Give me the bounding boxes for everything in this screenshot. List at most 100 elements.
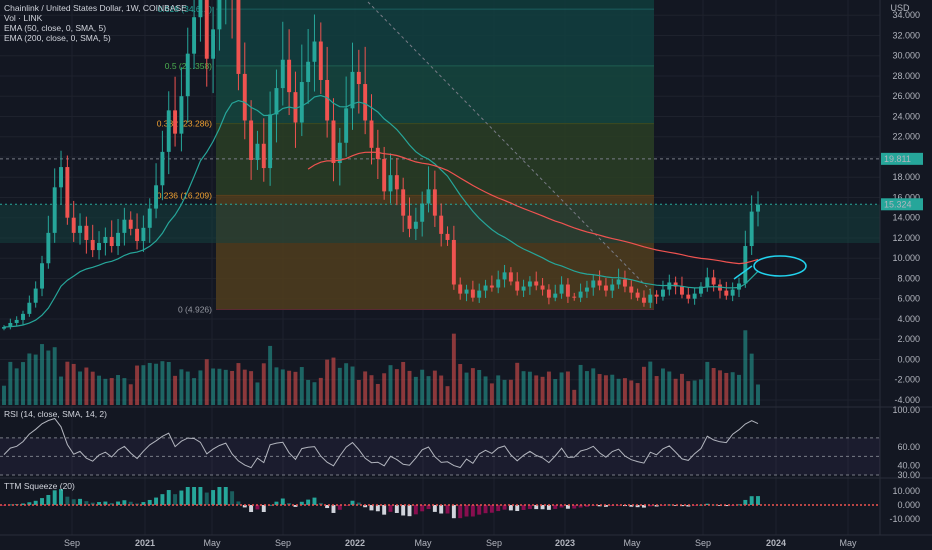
volume-bar xyxy=(432,370,437,405)
volume-bar xyxy=(21,362,25,405)
candle xyxy=(312,14,317,92)
candle-body xyxy=(553,293,558,298)
ttm-bar xyxy=(432,505,437,512)
candle-body xyxy=(610,284,615,291)
candle-body xyxy=(743,246,748,284)
ttm-bar xyxy=(160,494,165,505)
candle xyxy=(166,91,171,175)
ttm-bar xyxy=(249,505,254,513)
volume-bar xyxy=(407,370,412,405)
ttm-bar xyxy=(223,487,228,505)
volume-bar xyxy=(743,330,748,405)
price-tick: 12.000 xyxy=(892,233,920,243)
volume-bar xyxy=(641,366,646,405)
candle xyxy=(337,127,342,186)
price-tick: 18.000 xyxy=(892,172,920,182)
ttm-tick: -10.000 xyxy=(889,514,920,524)
candle xyxy=(426,166,431,213)
candle xyxy=(122,207,127,246)
price-tick: 26.000 xyxy=(892,91,920,101)
ttm-bar xyxy=(274,501,279,505)
candle xyxy=(616,268,621,289)
ema200-legend[interactable]: EMA (200, close, 0, SMA, 5) xyxy=(4,33,111,43)
ttm-bar xyxy=(527,505,532,509)
candle-body xyxy=(116,232,121,247)
volume-bar xyxy=(673,378,678,405)
ttm-bar xyxy=(154,497,159,505)
candle-body xyxy=(71,217,76,233)
ttm-bar xyxy=(496,505,501,512)
volume-bar xyxy=(603,375,608,405)
ttm-bar xyxy=(122,500,127,505)
volume-bar xyxy=(413,376,418,405)
candle xyxy=(464,284,469,302)
volume-bar xyxy=(496,375,501,405)
symbol-title[interactable]: Chainlink / United States Dollar, 1W, CO… xyxy=(4,3,187,13)
volume-legend[interactable]: Vol · LINK xyxy=(4,13,43,23)
ttm-bar xyxy=(648,505,653,507)
volume-bar xyxy=(426,376,431,405)
candle-body xyxy=(483,285,488,291)
volume-bar xyxy=(705,361,710,405)
candle-body xyxy=(14,319,19,323)
candle-body xyxy=(641,297,646,303)
candle xyxy=(109,220,114,253)
candle-body xyxy=(439,215,444,234)
candle xyxy=(185,27,190,123)
candle xyxy=(597,270,602,291)
candle xyxy=(65,155,70,225)
volume-bar xyxy=(280,369,285,405)
candle-body xyxy=(756,204,760,212)
candle-body xyxy=(312,41,317,62)
volume-bar xyxy=(737,374,741,405)
volume-bar xyxy=(14,368,19,405)
candle-body xyxy=(52,187,57,233)
ttm-bar xyxy=(325,505,330,509)
ttm-bar xyxy=(27,502,32,505)
candle xyxy=(654,290,659,304)
candle xyxy=(242,42,247,140)
ttm-bar xyxy=(451,505,456,519)
candle-body xyxy=(65,167,70,218)
candle xyxy=(705,267,710,292)
volume-bar xyxy=(572,389,577,405)
candle xyxy=(521,279,526,297)
ttm-bar xyxy=(502,505,507,510)
volume-bar xyxy=(356,379,361,405)
ttm-bar xyxy=(217,487,222,505)
ema50-legend[interactable]: EMA (50, close, 0, SMA, 5) xyxy=(4,23,107,33)
ttm-bar xyxy=(578,505,583,508)
price-tick: 10.000 xyxy=(892,253,920,263)
candle xyxy=(382,146,387,200)
ttm-bar xyxy=(660,505,665,506)
candle xyxy=(432,170,437,227)
candle xyxy=(160,130,165,201)
candle xyxy=(299,44,304,137)
candle xyxy=(420,191,425,237)
ttm-bar xyxy=(211,490,216,505)
volume-bar xyxy=(699,379,703,405)
ttm-bar xyxy=(52,490,57,505)
candle xyxy=(255,130,260,170)
ttm-bar xyxy=(71,499,76,505)
candle xyxy=(534,271,539,291)
ttm-bar xyxy=(546,505,551,510)
ttm-bar xyxy=(407,505,412,517)
rsi-legend[interactable]: RSI (14, close, SMA, 14, 2) xyxy=(4,409,107,419)
candle-body xyxy=(179,96,184,134)
ttm-bar xyxy=(173,494,178,505)
volume-bar xyxy=(40,344,44,405)
volume-bar xyxy=(268,345,273,405)
candle xyxy=(407,197,412,238)
volume-bar xyxy=(546,371,551,405)
candle xyxy=(375,129,380,180)
volume-bar xyxy=(128,384,133,405)
candle xyxy=(306,29,311,104)
candle xyxy=(439,203,444,247)
time-tick: May xyxy=(839,538,857,548)
candle xyxy=(578,283,583,303)
candle-body xyxy=(2,327,6,329)
ttm-legend[interactable]: TTM Squeeze (20) xyxy=(4,481,75,491)
candle xyxy=(40,255,44,297)
